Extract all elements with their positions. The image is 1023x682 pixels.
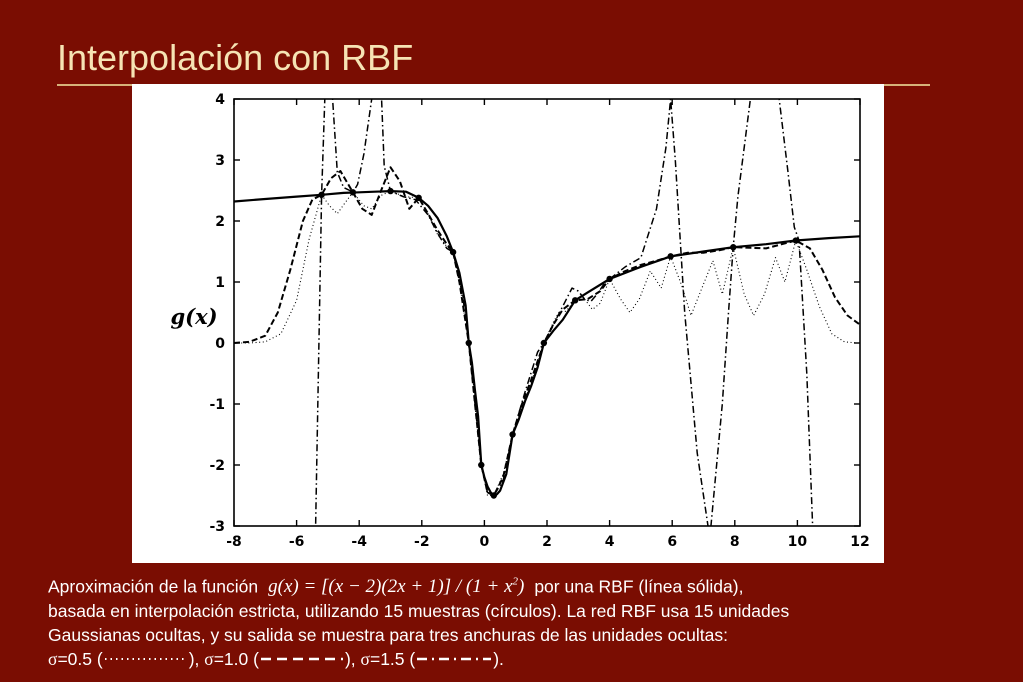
x-tick-label: 10 — [788, 534, 808, 550]
sample-point — [478, 461, 485, 469]
sigma1-label: =0.5 ( — [57, 649, 103, 670]
sample-point — [449, 248, 457, 256]
x-tick-label: 2 — [542, 534, 552, 550]
series-line-solid — [234, 189, 860, 497]
caption-line-4: σ=0.5 (), σ=1.0 (), σ=1.5 (). — [48, 647, 1018, 671]
sample-point — [571, 297, 579, 304]
x-tick-label: 12 — [850, 534, 869, 550]
x-tick-label: 6 — [667, 534, 677, 550]
sample-point — [387, 187, 394, 195]
x-tick-label: -4 — [351, 534, 367, 550]
dashdot-line-sample — [417, 657, 492, 660]
y-tick-label: 3 — [215, 153, 225, 169]
sigma3-close: ). — [493, 649, 504, 670]
caption-line-1: Aproximación de la función g(x) = [(x − 2… — [48, 570, 1018, 599]
x-tick-label: -8 — [226, 534, 242, 550]
y-tick-label: -3 — [209, 519, 225, 535]
x-tick-label: -6 — [289, 534, 305, 550]
slide-title: Interpolación con RBF — [57, 37, 414, 78]
y-tick-label: 4 — [215, 92, 225, 108]
x-tick-label: 4 — [605, 534, 615, 550]
sigma-symbol-2: σ — [204, 649, 214, 670]
function-formula: g(x) = [(x − 2)(2x + 1)] / (1 + x2) — [268, 576, 524, 597]
dotted-line-sample — [104, 657, 187, 660]
y-tick-label: -2 — [209, 458, 225, 474]
caption-line-3: Gaussianas ocultas, y su salida se muest… — [48, 625, 728, 646]
series-line-dashdot — [314, 99, 814, 526]
caption-line-2: basada en interpolación estricta, utiliz… — [48, 601, 790, 622]
sigma-symbol-1: σ — [48, 649, 58, 670]
sigma3-label: =1.5 ( — [369, 649, 416, 670]
plot-frame — [233, 98, 861, 527]
formula-exponent: 2 — [512, 576, 519, 588]
y-tick-label: 0 — [215, 336, 225, 352]
formula-close: ) — [518, 576, 525, 598]
sample-point — [540, 339, 548, 347]
sample-point — [792, 237, 800, 244]
sample-point — [509, 431, 516, 438]
sample-point — [606, 275, 613, 283]
x-tick-label: -2 — [414, 534, 430, 550]
y-tick-label: 1 — [215, 275, 225, 291]
series-line-dashed — [234, 166, 860, 497]
sample-point — [349, 189, 357, 196]
y-axis-label: g(x) — [170, 304, 217, 329]
sample-point — [415, 194, 422, 202]
sample-point — [318, 191, 325, 198]
sigma2-close: ), — [344, 649, 356, 670]
sigma-symbol-3: σ — [360, 649, 370, 670]
sample-point — [465, 339, 472, 347]
x-tick-label: 0 — [480, 534, 490, 550]
formula-body: g(x) = [(x − 2)(2x + 1)] / (1 + x — [268, 576, 513, 598]
x-tick-label: 8 — [730, 534, 740, 550]
y-tick-label: 2 — [215, 214, 225, 230]
caption-text-rbf: por una RBF (línea sólida), — [534, 576, 744, 597]
sample-point — [490, 492, 497, 499]
y-tick-label: -1 — [209, 397, 225, 413]
sigma1-close: ), — [188, 649, 200, 670]
sample-point — [667, 253, 674, 260]
figure-caption: Aproximación de la función g(x) = [(x − 2… — [48, 570, 1018, 671]
chart-panel: -8 -6 -4 -2 0 2 4 6 8 10 12 -3 -2 -1 0 1 2 3 4 g(x) — [132, 84, 884, 563]
dashed-line-sample — [260, 657, 343, 660]
sigma2-label: =1.0 ( — [213, 649, 259, 670]
sample-point — [730, 244, 737, 251]
caption-text-intro: Aproximación de la función — [48, 576, 259, 597]
